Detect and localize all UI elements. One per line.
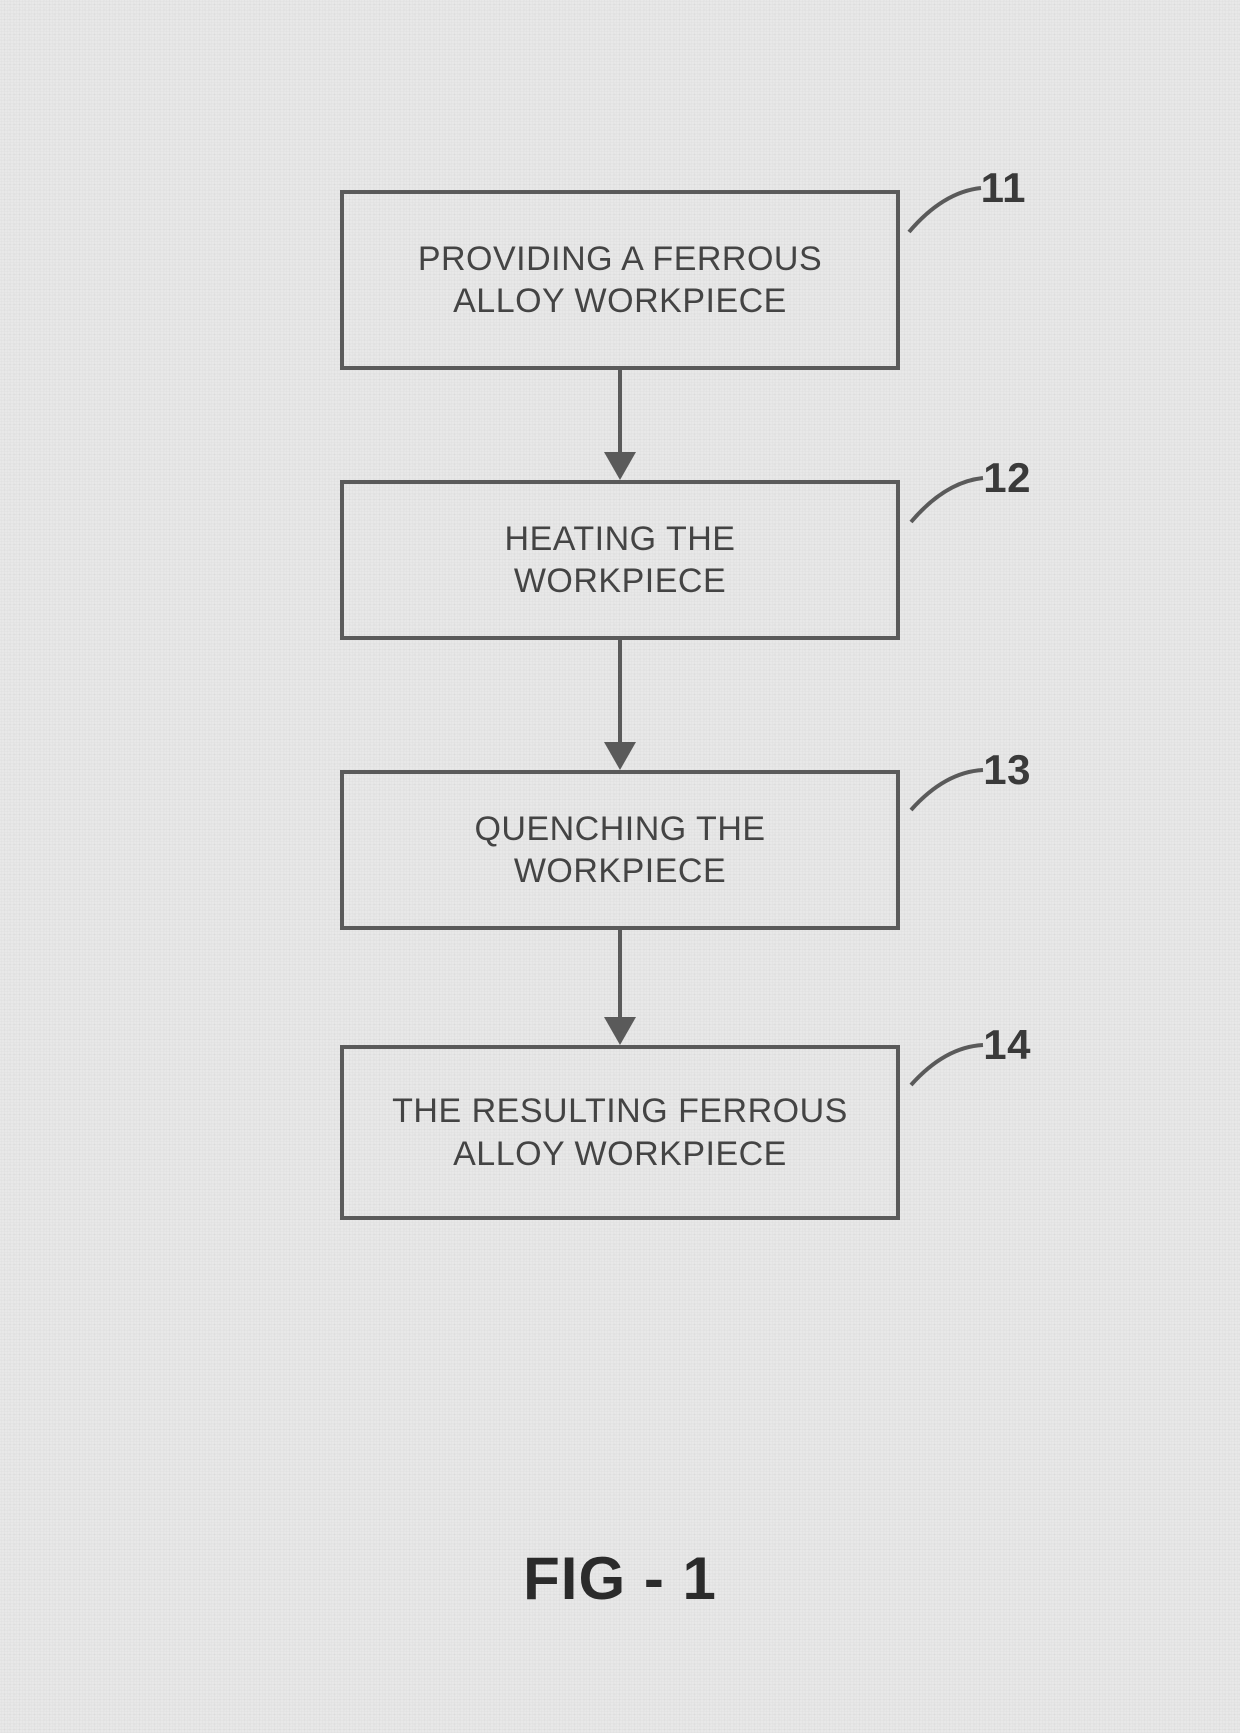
flow-node-3-line2: WORKPIECE bbox=[514, 852, 726, 890]
flow-node-3-text: QUENCHING THE WORKPIECE bbox=[474, 808, 765, 893]
arrow-2-shaft bbox=[618, 640, 622, 742]
arrow-3-head bbox=[604, 1017, 636, 1045]
callout-12: 12 bbox=[983, 452, 1031, 505]
flow-node-4-line2: ALLOY WORKPIECE bbox=[453, 1135, 787, 1173]
flow-node-4-line1: THE RESULTING FERROUS bbox=[392, 1092, 848, 1130]
arrow-2 bbox=[604, 640, 636, 770]
arrow-1 bbox=[604, 370, 636, 480]
callout-13: 13 bbox=[983, 744, 1031, 797]
arrow-3 bbox=[604, 930, 636, 1045]
callout-11: 11 bbox=[981, 162, 1026, 215]
arrow-2-head bbox=[604, 742, 636, 770]
flowchart: PROVIDING A FERROUS ALLOY WORKPIECE 11 H… bbox=[340, 190, 900, 1220]
flow-node-2-line2: WORKPIECE bbox=[514, 562, 726, 600]
flow-node-1-line2: ALLOY WORKPIECE bbox=[453, 282, 787, 320]
flow-node-2: HEATING THE WORKPIECE 12 bbox=[340, 480, 900, 640]
callout-14: 14 bbox=[983, 1019, 1031, 1072]
flow-node-3: QUENCHING THE WORKPIECE 13 bbox=[340, 770, 900, 930]
arrow-1-head bbox=[604, 452, 636, 480]
flow-node-4-text: THE RESULTING FERROUS ALLOY WORKPIECE bbox=[392, 1090, 848, 1175]
flow-node-1-text: PROVIDING A FERROUS ALLOY WORKPIECE bbox=[418, 238, 822, 323]
flow-node-2-text: HEATING THE WORKPIECE bbox=[505, 518, 736, 603]
flow-node-3-line1: QUENCHING THE bbox=[474, 810, 765, 848]
flow-node-4: THE RESULTING FERROUS ALLOY WORKPIECE 14 bbox=[340, 1045, 900, 1220]
flow-node-1: PROVIDING A FERROUS ALLOY WORKPIECE 11 bbox=[340, 190, 900, 370]
figure-label: FIG - 1 bbox=[523, 1544, 717, 1613]
flow-node-1-line1: PROVIDING A FERROUS bbox=[418, 240, 822, 278]
arrow-1-shaft bbox=[618, 370, 622, 452]
flow-node-2-line1: HEATING THE bbox=[505, 520, 736, 558]
arrow-3-shaft bbox=[618, 930, 622, 1017]
